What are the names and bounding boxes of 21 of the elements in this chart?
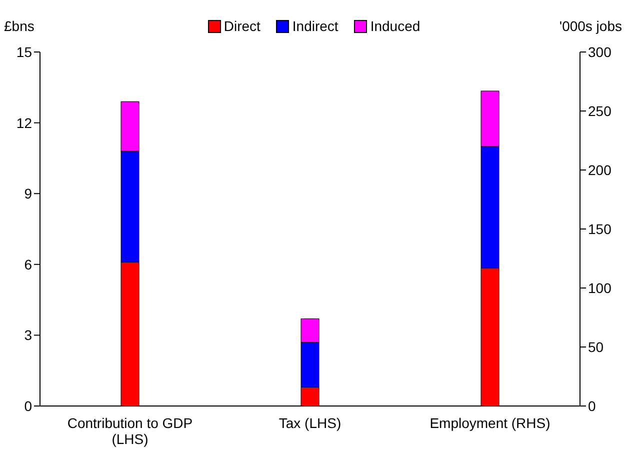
x-tick-label: Tax (LHS) [278,415,342,431]
y2-tick-label: 250 [588,102,612,119]
y-tick-label: 9 [24,186,32,202]
y2-tick-label: 0 [588,398,596,414]
y2-tick-label: 200 [588,162,612,178]
x-tick-label: Employment (RHS) [430,415,550,431]
x-tick-label: Contribution to GDP (LHS) [67,415,193,447]
y-tick-label: 0 [24,398,32,414]
y2-tick-label: 300 [588,44,612,60]
y2-axis-title: '000s jobs [559,18,622,34]
legend-label: Indirect [292,18,338,34]
y-tick-label: 3 [24,327,32,344]
y-tick-label: 6 [24,256,32,272]
y-axis-title: £bns [4,18,34,34]
y-tick-label: 12 [16,114,32,131]
legend-label: Induced [370,18,420,34]
y2-tick-label: 100 [588,280,612,296]
y2-tick-label: 150 [588,220,612,237]
legend-label: Direct [224,18,260,34]
y2-tick-label: 50 [588,338,604,355]
y-tick-label: 15 [16,44,32,60]
